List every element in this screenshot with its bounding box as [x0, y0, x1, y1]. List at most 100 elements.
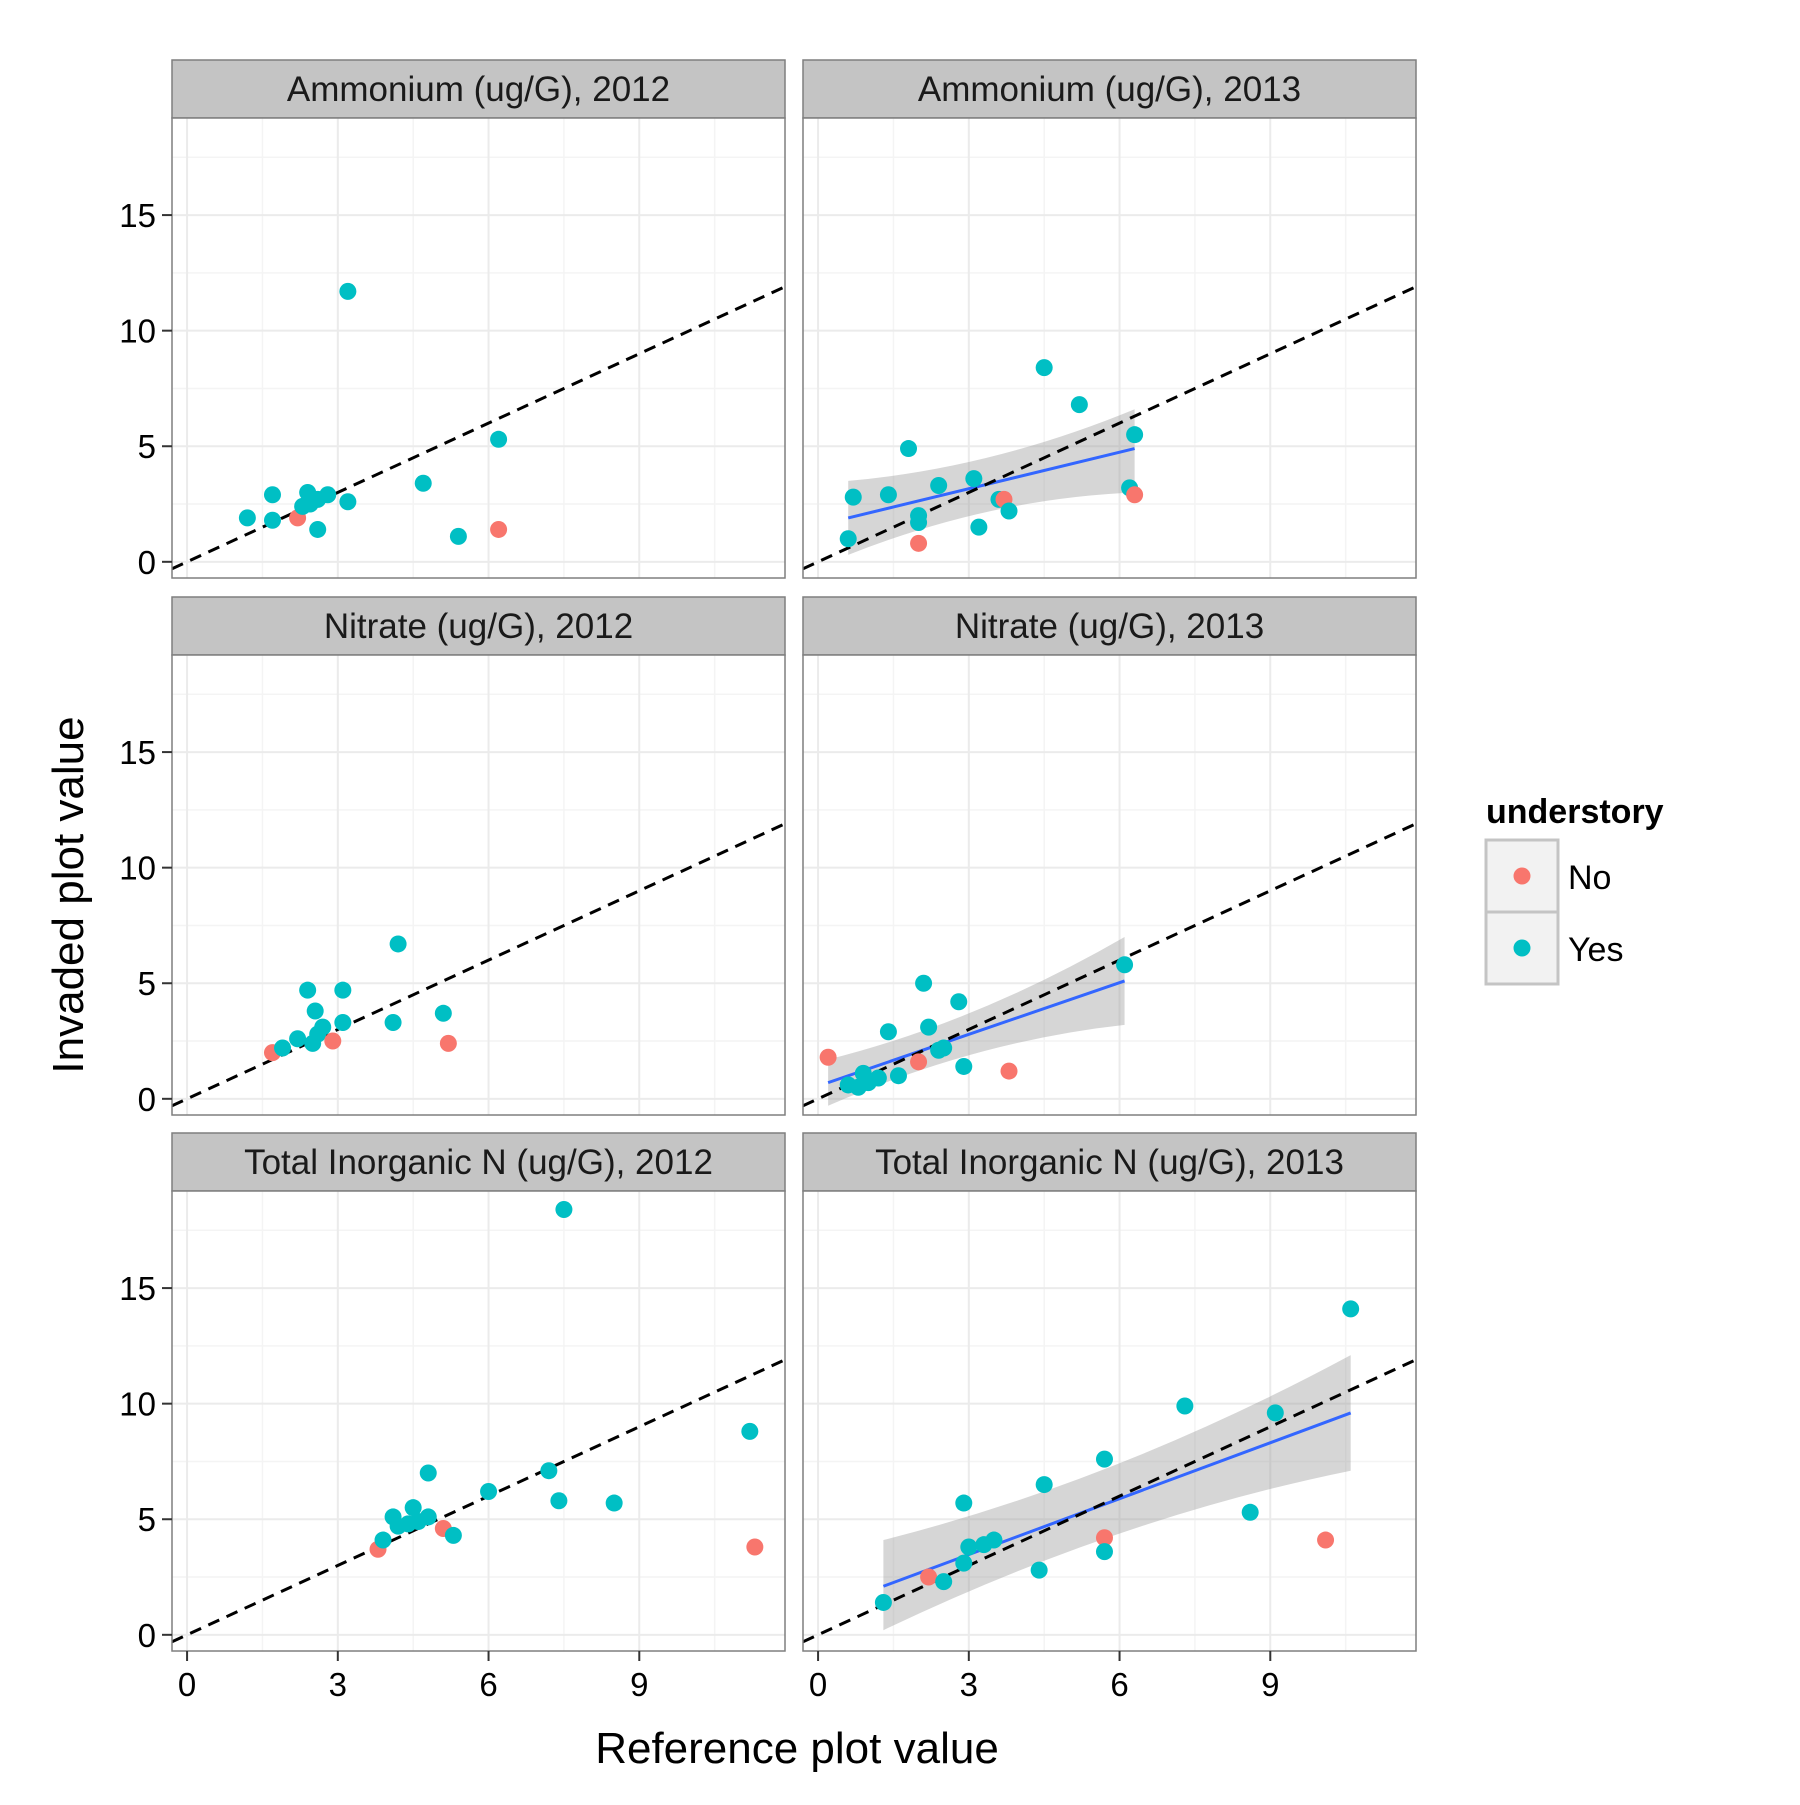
facet-strip-title: Total Inorganic N (ug/G), 2013	[875, 1143, 1344, 1182]
panel-plot-area	[172, 282, 785, 571]
data-point-yes	[915, 974, 933, 992]
facet-panel: Total Inorganic N (ug/G), 2012 0 5 10 15 0 3 6 9	[119, 1132, 786, 1703]
panel-background	[172, 1191, 785, 1651]
reference-line	[803, 822, 1416, 1108]
data-point-yes	[299, 981, 317, 999]
data-point-yes	[955, 1494, 973, 1512]
data-point-yes	[306, 1002, 324, 1020]
data-point-yes	[960, 1538, 978, 1556]
panel-background	[172, 655, 785, 1115]
data-point-yes	[869, 1069, 887, 1087]
facet-strip-title: Ammonium (ug/G), 2013	[918, 70, 1301, 109]
data-point-yes	[955, 1057, 973, 1075]
data-point-yes	[935, 1039, 953, 1057]
y-axis-title: Invaded plot value	[44, 716, 93, 1073]
reference-line	[803, 285, 1416, 571]
panel-background	[803, 118, 1416, 578]
data-point-yes	[404, 1499, 422, 1517]
facet-panel: Nitrate (ug/G), 2012 0 5 10 15	[119, 596, 786, 1118]
legend-key-yes	[1513, 939, 1531, 957]
data-point-yes	[955, 1554, 973, 1572]
data-point-yes	[1176, 1397, 1194, 1415]
data-point-no	[439, 1034, 457, 1052]
x-tick-label: 6	[479, 1666, 497, 1703]
facet-strip	[802, 596, 1417, 656]
data-point-yes	[839, 530, 857, 548]
data-point-yes	[950, 993, 968, 1011]
data-point-yes	[550, 1492, 568, 1510]
data-point-yes	[910, 507, 928, 525]
facet-strip	[171, 596, 786, 656]
data-point-yes	[844, 488, 862, 506]
data-point-no	[1126, 486, 1144, 504]
panel-border	[802, 1190, 1417, 1652]
legend-label-yes: Yes	[1568, 931, 1623, 969]
data-point-yes	[1070, 396, 1088, 414]
y-tick-label: 5	[138, 965, 156, 1002]
data-point-yes	[434, 1004, 452, 1022]
reference-line	[172, 1358, 785, 1644]
panel-plot-area	[803, 1300, 1416, 1644]
legend-key-no	[1513, 867, 1531, 885]
data-point-yes	[540, 1462, 558, 1480]
facet-strip-title: Total Inorganic N (ug/G), 2012	[244, 1143, 713, 1182]
data-point-yes	[339, 493, 357, 511]
panel-border	[171, 1190, 786, 1652]
x-tick-label: 9	[1261, 1666, 1279, 1703]
data-point-yes	[930, 477, 948, 495]
facet-panel: Total Inorganic N (ug/G), 2013 0 3 6 9	[802, 1132, 1417, 1703]
data-point-yes	[1342, 1300, 1360, 1318]
data-point-yes	[1035, 1476, 1053, 1494]
data-point-no	[324, 1032, 342, 1050]
data-point-yes	[1000, 502, 1018, 520]
data-point-yes	[1095, 1543, 1113, 1561]
y-tick-label: 5	[138, 1501, 156, 1538]
facet-panel: Ammonium (ug/G), 2012 0 5 10 15	[119, 59, 786, 581]
confidence-ribbon	[828, 937, 1125, 1106]
data-point-yes	[289, 1030, 307, 1048]
data-point-yes	[879, 1023, 897, 1041]
confidence-ribbon	[883, 1355, 1351, 1631]
fit-line	[827, 979, 1126, 1085]
y-tick-label: 10	[119, 313, 156, 350]
data-point-yes	[1035, 359, 1053, 377]
y-tick-label: 10	[119, 850, 156, 887]
facet-panel: Ammonium (ug/G), 2013	[802, 59, 1417, 579]
data-point-yes	[238, 509, 256, 527]
data-point-yes	[374, 1531, 392, 1549]
x-tick-label: 9	[630, 1666, 648, 1703]
data-point-yes	[1266, 1404, 1284, 1422]
data-point-yes	[889, 1067, 907, 1085]
x-axis-title: Reference plot value	[595, 1724, 999, 1773]
facet-strip	[171, 59, 786, 119]
data-point-no	[1000, 1062, 1018, 1080]
y-tick-label: 15	[119, 197, 156, 234]
y-tick-label: 15	[119, 1270, 156, 1307]
data-point-yes	[1116, 956, 1134, 974]
data-point-no	[1317, 1531, 1335, 1549]
data-point-no	[910, 534, 928, 552]
y-tick-label: 0	[138, 1617, 156, 1654]
data-point-no	[920, 1568, 938, 1586]
data-point-no	[490, 520, 508, 538]
data-point-yes	[985, 1531, 1003, 1549]
panel-plot-area	[803, 822, 1416, 1108]
data-point-yes	[1095, 1450, 1113, 1468]
data-point-yes	[879, 486, 897, 504]
data-point-yes	[384, 1014, 402, 1032]
data-point-yes	[1126, 426, 1144, 444]
panel-plot-area	[803, 285, 1416, 571]
facet-panel: Nitrate (ug/G), 2013	[802, 596, 1417, 1116]
reference-line	[172, 285, 785, 571]
y-tick-label: 5	[138, 428, 156, 465]
x-tick-label: 0	[178, 1666, 196, 1703]
facet-strip-title: Ammonium (ug/G), 2012	[287, 70, 670, 109]
legend-label-no: No	[1568, 859, 1611, 897]
panel-border	[171, 117, 786, 579]
y-tick-label: 0	[138, 544, 156, 581]
data-point-no	[1095, 1529, 1113, 1547]
data-point-yes	[263, 511, 281, 529]
